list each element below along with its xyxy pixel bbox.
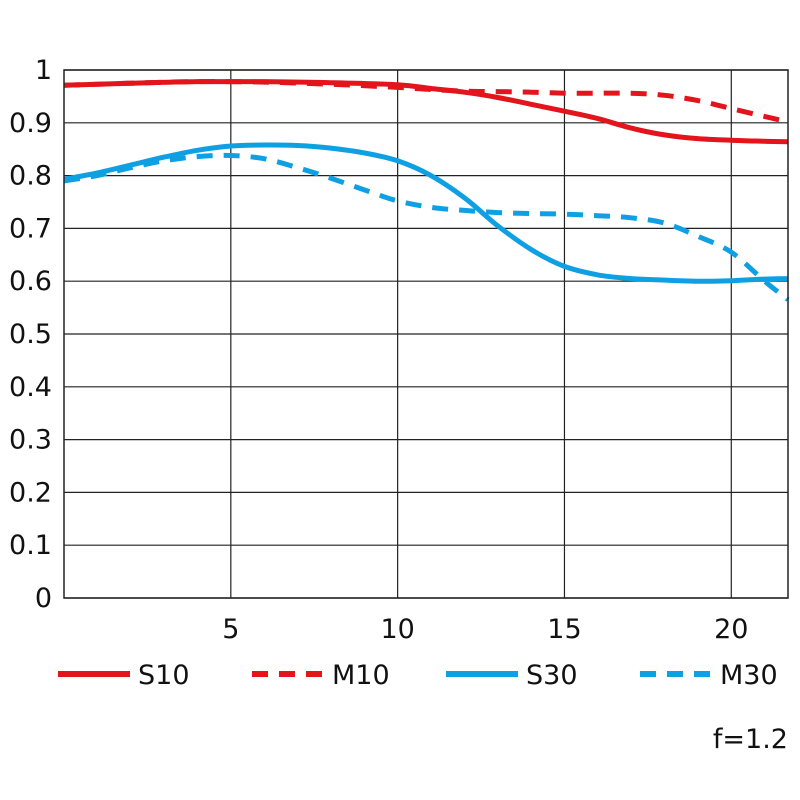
y-tick-label: 0.3 [9,425,52,456]
y-tick-label: 0.1 [9,530,52,561]
x-tick-label: 10 [380,614,414,645]
series-line-s10 [63,78,789,145]
y-tick-label: 0.8 [9,161,52,192]
y-tick-label: 0.6 [9,266,52,297]
x-tick-label: 15 [547,614,581,645]
x-tick-label: 20 [714,614,748,645]
y-tick-label: 0.2 [9,477,52,508]
y-tick-label: 1 [35,55,52,86]
y-tick-label: 0.9 [9,108,52,139]
aperture-annotation: f=1.2 [713,724,788,755]
plot-frame [63,69,789,599]
x-tick-label: 5 [222,614,239,645]
series-line-s30 [63,142,789,284]
y-tick-label: 0.4 [9,372,52,403]
y-tick-labels: 0 0.1 0.2 0.3 0.4 0.5 0.6 0.7 0.8 0.9 1 [9,55,52,614]
y-tick-label: 0 [35,583,52,614]
series-line-m30 [63,152,790,302]
legend-label-m10: M10 [332,660,390,691]
x-tick-labels: 5 10 15 20 [222,614,748,645]
series-lines [63,78,790,302]
series-line-m10 [63,79,789,125]
grid-lines [64,69,788,599]
y-tick-label: 0.7 [9,213,52,244]
legend: S10 M10 S30 M30 [58,660,778,691]
legend-label-s30: S30 [526,660,578,691]
legend-label-s10: S10 [138,660,190,691]
legend-label-m30: M30 [720,660,778,691]
y-tick-label: 0.5 [9,319,52,350]
